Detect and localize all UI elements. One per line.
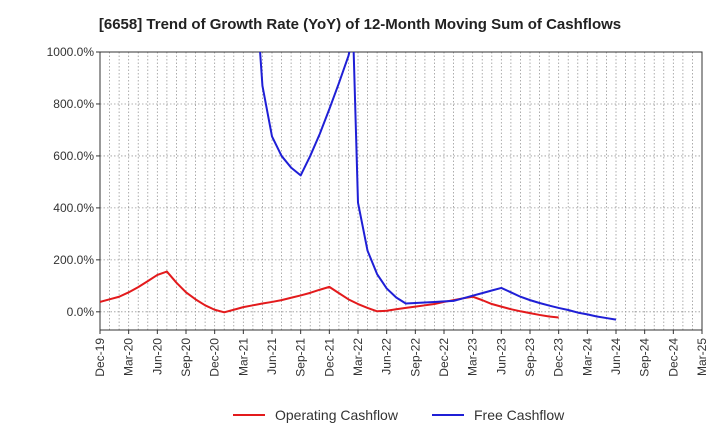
- legend-label: Free Cashflow: [474, 407, 565, 423]
- y-tick-label: 1000.0%: [47, 45, 95, 59]
- x-tick-label: Mar-20: [122, 338, 136, 376]
- x-tick-label: Sep-22: [408, 338, 422, 377]
- x-tick-label: Mar-25: [695, 338, 709, 376]
- x-tick-label: Sep-20: [179, 338, 193, 377]
- x-tick-label: Jun-24: [609, 338, 623, 375]
- y-tick-label: 800.0%: [53, 97, 94, 111]
- x-tick-label: Dec-21: [322, 338, 336, 377]
- x-tick-label: Sep-21: [294, 338, 308, 377]
- x-tick-label: Mar-23: [466, 338, 480, 376]
- x-tick-label: Jun-21: [265, 338, 279, 375]
- x-tick-label: Dec-24: [666, 338, 680, 377]
- x-tick-label: Dec-23: [552, 338, 566, 377]
- x-tick-label: Sep-23: [523, 338, 537, 377]
- chart-title: [6658] Trend of Growth Rate (YoY) of 12-…: [98, 16, 622, 33]
- x-tick-label: Jun-22: [380, 338, 394, 375]
- y-tick-label: 400.0%: [53, 201, 94, 215]
- x-tick-label: Sep-24: [638, 338, 652, 377]
- series-line-free-cashflow: [259, 52, 617, 321]
- x-tick-label: Jun-20: [150, 338, 164, 375]
- legend-label: Operating Cashflow: [275, 407, 399, 423]
- x-tick-label: Jun-23: [494, 338, 508, 375]
- x-tick-label: Dec-22: [437, 338, 451, 377]
- series-line-operating-cashflow: [100, 270, 559, 319]
- x-tick-label: Mar-21: [236, 338, 250, 376]
- y-tick-label: 0.0%: [67, 305, 95, 319]
- x-tick-label: Mar-22: [351, 338, 365, 376]
- x-tick-label: Dec-19: [93, 338, 107, 377]
- y-tick-label: 600.0%: [53, 149, 94, 163]
- y-tick-label: 200.0%: [53, 253, 94, 267]
- x-tick-label: Mar-24: [580, 338, 594, 376]
- x-tick-label: Dec-20: [208, 338, 222, 377]
- plot-frame: [99, 51, 703, 331]
